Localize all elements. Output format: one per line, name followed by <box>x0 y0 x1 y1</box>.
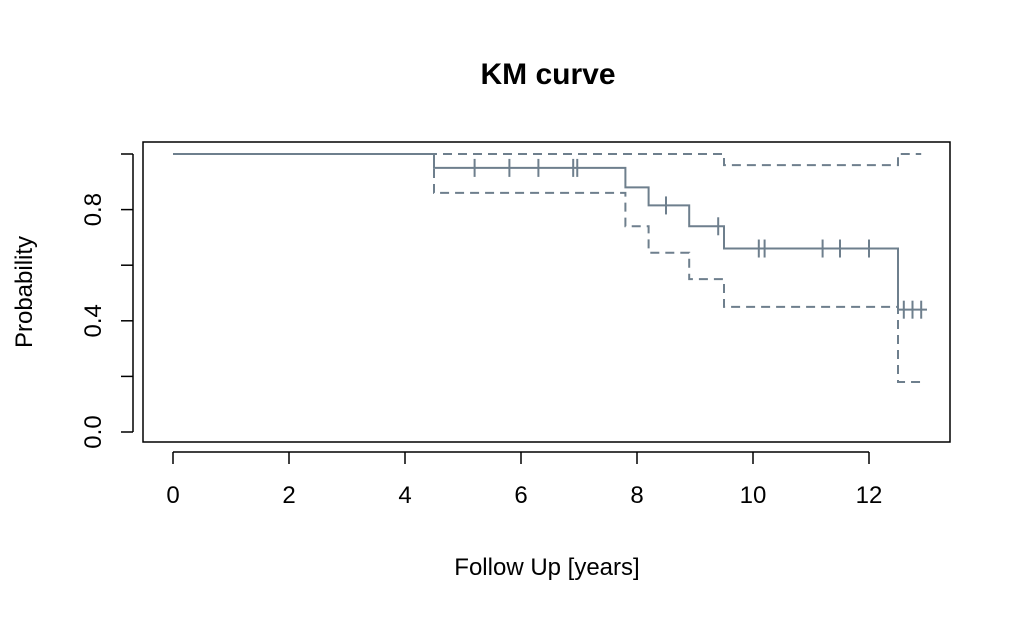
x-tick-label: 6 <box>514 482 527 509</box>
x-tick-label: 2 <box>282 482 295 509</box>
y-tick-label: 0.4 <box>80 304 107 337</box>
y-tick-label: 0.0 <box>80 415 107 448</box>
x-tick-label: 12 <box>856 482 883 509</box>
confidence-band-line <box>433 154 922 383</box>
chart-title: KM curve <box>480 58 615 91</box>
plot-frame <box>142 141 951 443</box>
x-axis-label: Follow Up [years] <box>454 554 639 581</box>
survival-curve <box>173 153 927 311</box>
x-axis: 0 2 4 6 8 10 12 <box>166 451 883 509</box>
x-tick-label: 10 <box>740 482 767 509</box>
y-tick-label: 0.8 <box>80 193 107 226</box>
y-axis-label: Probability <box>11 236 38 348</box>
x-tick-label: 0 <box>166 482 179 509</box>
confidence-band-line <box>173 153 922 167</box>
x-tick-label: 4 <box>398 482 411 509</box>
series-layer <box>173 153 927 383</box>
y-axis: 0.0 0.4 0.8 <box>80 153 134 449</box>
x-tick-label: 8 <box>630 482 643 509</box>
